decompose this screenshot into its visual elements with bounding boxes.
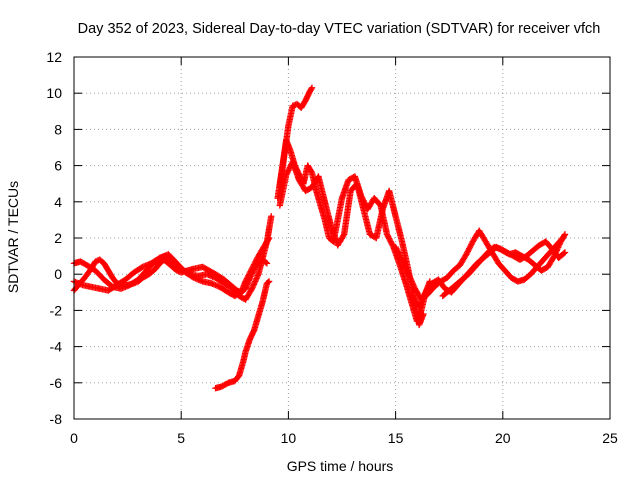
data-point bbox=[247, 268, 254, 275]
data-point bbox=[467, 242, 474, 250]
y-tick-label: 2 bbox=[54, 230, 62, 246]
x-tick-label: 5 bbox=[177, 430, 185, 446]
data-point bbox=[395, 249, 402, 256]
y-tick-label: -4 bbox=[50, 339, 63, 355]
series-arc-h bbox=[392, 227, 567, 303]
data-point bbox=[308, 84, 316, 91]
chart-title: Day 352 of 2023, Sidereal Day-to-day VTE… bbox=[78, 21, 601, 37]
data-point bbox=[396, 252, 404, 259]
data-point bbox=[398, 255, 405, 262]
y-tick-label: 12 bbox=[46, 49, 62, 65]
data-point bbox=[285, 165, 293, 173]
data-point bbox=[247, 286, 255, 294]
data-point bbox=[253, 257, 260, 264]
data-point bbox=[283, 170, 291, 177]
data-point bbox=[283, 171, 290, 178]
series-arc-d bbox=[212, 278, 273, 392]
data-point bbox=[561, 249, 569, 256]
y-tick-label: -2 bbox=[50, 302, 63, 318]
x-tick-label: 10 bbox=[281, 430, 297, 446]
data-point bbox=[243, 275, 251, 282]
series-arc-g bbox=[276, 158, 427, 329]
data-point bbox=[251, 259, 259, 267]
y-axis-label: SDTVAR / TECUs bbox=[5, 181, 21, 293]
data-point bbox=[463, 249, 471, 257]
data-points bbox=[70, 84, 569, 392]
data-point bbox=[284, 168, 291, 176]
data-point bbox=[395, 250, 403, 258]
y-tick-label: 8 bbox=[54, 121, 62, 137]
series-arc-c bbox=[70, 213, 275, 303]
data-point bbox=[392, 243, 399, 251]
data-point bbox=[393, 245, 400, 252]
data-point bbox=[560, 250, 568, 257]
y-tick-label: 0 bbox=[54, 266, 62, 282]
data-point bbox=[383, 231, 391, 238]
data-point bbox=[243, 276, 250, 284]
data-point bbox=[248, 265, 256, 272]
data-point bbox=[264, 279, 272, 286]
y-tick-label: -6 bbox=[50, 375, 63, 391]
y-tick-label: 6 bbox=[54, 158, 62, 174]
y-tick-label: 4 bbox=[54, 194, 62, 210]
data-point bbox=[268, 213, 275, 220]
data-point bbox=[388, 241, 396, 248]
data-point bbox=[246, 269, 254, 277]
data-point bbox=[265, 278, 273, 285]
data-point bbox=[245, 271, 253, 278]
y-tick-labels: -8 -6 -4 -2 0 2 4 6 8 10 12 bbox=[46, 49, 62, 427]
data-point bbox=[252, 258, 259, 265]
data-point bbox=[384, 232, 391, 239]
x-tick-label: 20 bbox=[495, 430, 511, 446]
data-point bbox=[466, 244, 474, 251]
x-tick-label: 0 bbox=[70, 430, 78, 446]
data-point bbox=[263, 260, 271, 267]
data-point bbox=[308, 85, 315, 93]
data-point bbox=[463, 251, 470, 258]
data-point bbox=[389, 242, 396, 249]
data-point bbox=[385, 235, 393, 242]
data-point bbox=[468, 241, 475, 248]
x-tick-label: 15 bbox=[388, 430, 404, 446]
data-point bbox=[250, 262, 257, 270]
data-point bbox=[285, 167, 292, 174]
data-point bbox=[394, 248, 401, 255]
data-point bbox=[245, 272, 252, 280]
data-point bbox=[561, 232, 568, 239]
data-point bbox=[393, 246, 401, 254]
data-point bbox=[465, 246, 472, 254]
data-point bbox=[387, 238, 394, 245]
data-point bbox=[397, 253, 404, 261]
data-point bbox=[561, 231, 569, 238]
x-tick-label: 25 bbox=[602, 430, 618, 446]
x-axis-label: GPS time / hours bbox=[287, 458, 394, 474]
data-point bbox=[248, 266, 255, 274]
data-point bbox=[420, 310, 427, 318]
y-tick-label: 10 bbox=[46, 85, 62, 101]
data-point bbox=[386, 236, 394, 244]
data-point bbox=[250, 261, 258, 268]
x-tick-labels: 0 5 10 15 20 25 bbox=[70, 430, 618, 446]
data-point bbox=[388, 239, 395, 247]
data-point bbox=[242, 278, 249, 285]
series-arc-j bbox=[439, 238, 569, 300]
data-point bbox=[340, 232, 347, 239]
data-point bbox=[244, 274, 251, 281]
data-point bbox=[464, 248, 471, 255]
data-point bbox=[466, 245, 473, 252]
y-tick-label: -8 bbox=[50, 411, 63, 427]
data-point bbox=[249, 264, 256, 271]
plot-frame bbox=[73, 56, 611, 420]
data-point bbox=[385, 233, 392, 241]
